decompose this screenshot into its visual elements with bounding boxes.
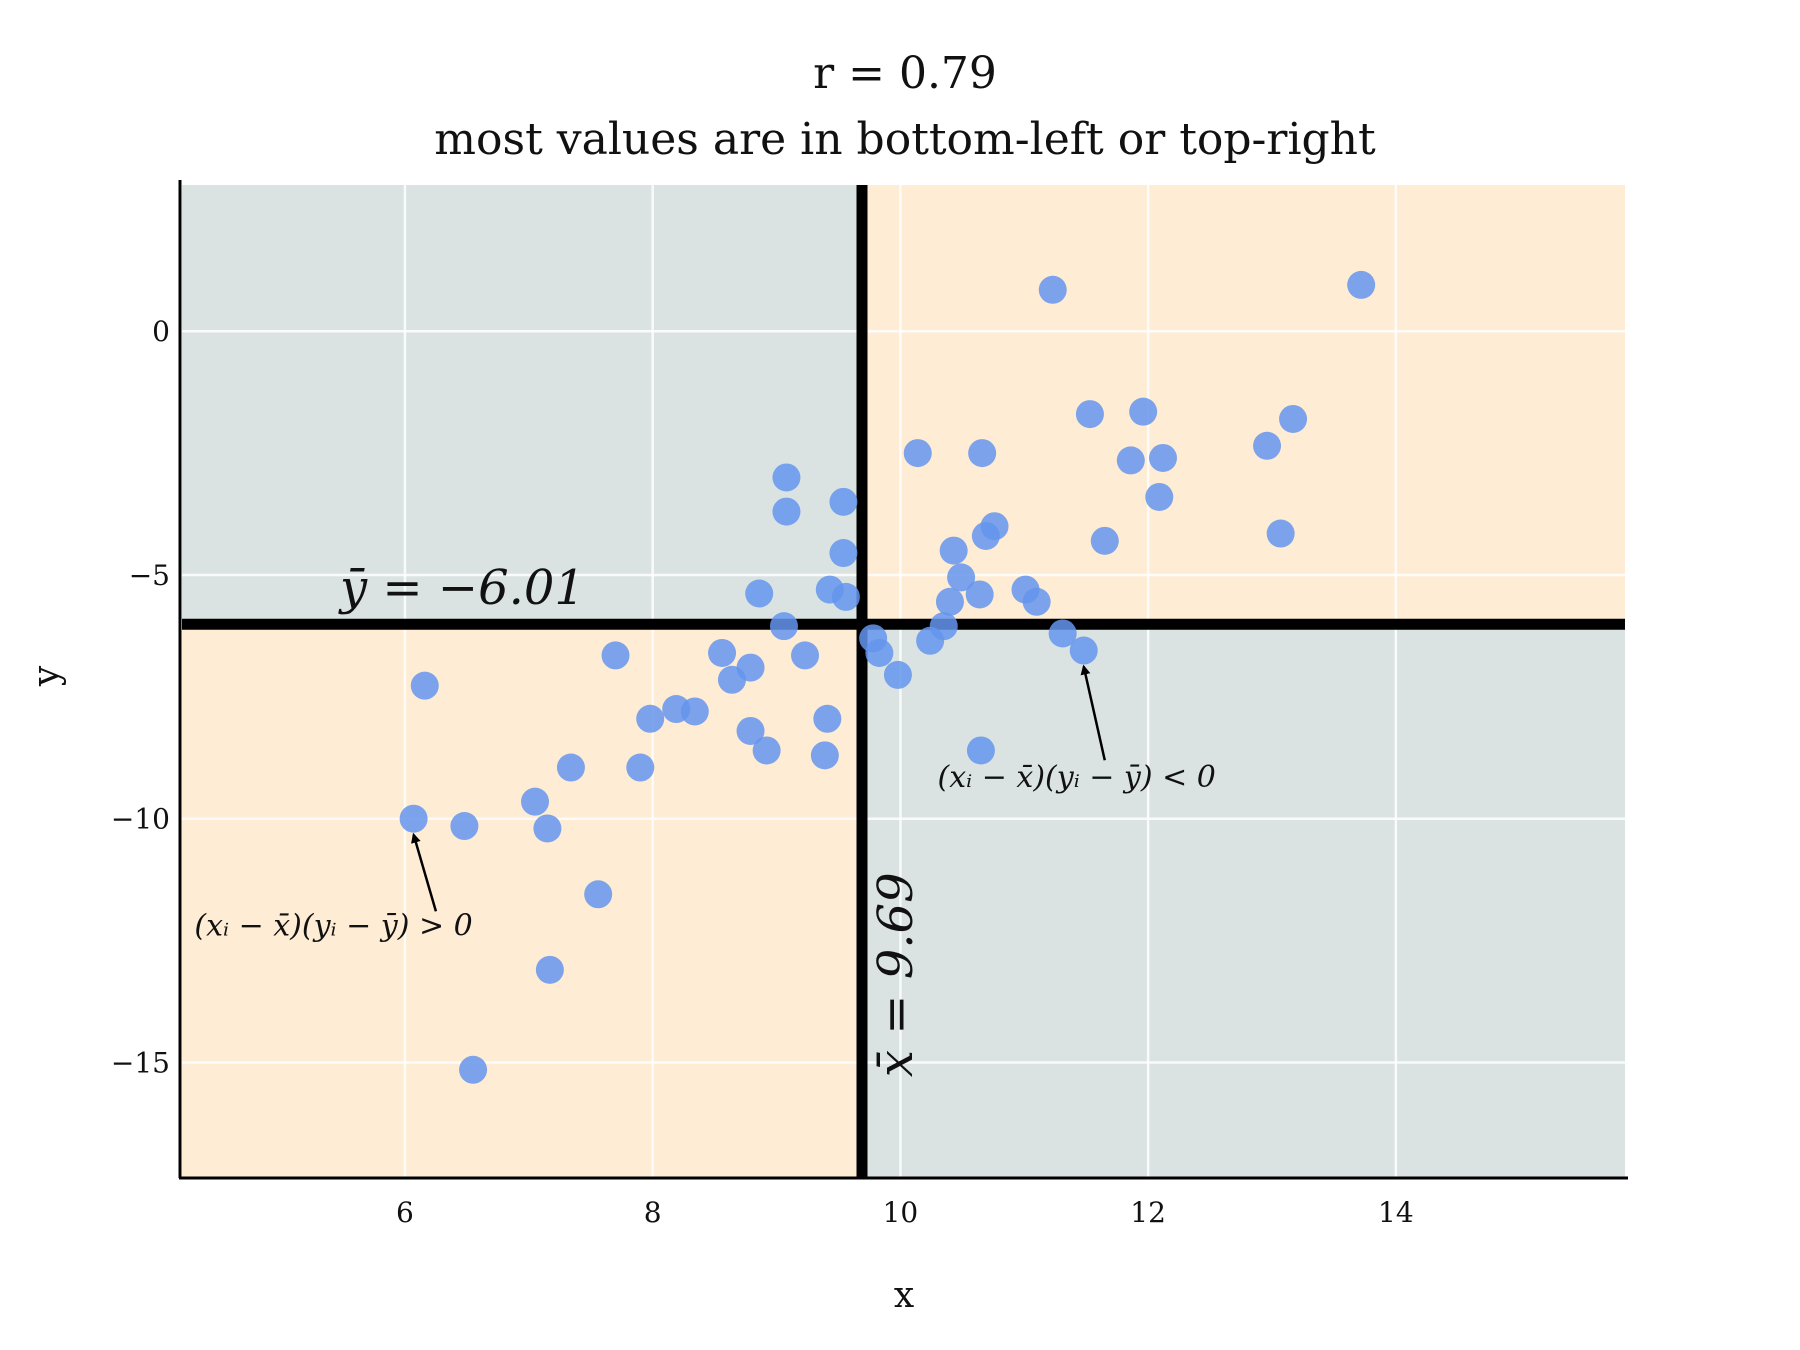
data-point bbox=[829, 539, 858, 568]
data-point bbox=[556, 753, 585, 782]
data-point bbox=[736, 716, 765, 745]
x-tick-label: 12 bbox=[1130, 1196, 1166, 1229]
data-point bbox=[680, 697, 709, 726]
data-point bbox=[752, 736, 781, 765]
annotation-arrow bbox=[411, 832, 438, 912]
x-tick-label: 8 bbox=[644, 1196, 662, 1229]
x-axis-label: x bbox=[894, 1275, 914, 1316]
grid-lines bbox=[182, 185, 1625, 1177]
x-tick-label: 14 bbox=[1378, 1196, 1414, 1229]
mean-x-label: x̄ = 9.69 bbox=[868, 872, 924, 1077]
data-point bbox=[521, 787, 550, 816]
x-tick-label: 10 bbox=[883, 1196, 919, 1229]
data-point bbox=[1266, 519, 1295, 548]
data-point bbox=[584, 880, 613, 909]
data-point bbox=[533, 814, 562, 843]
data-point bbox=[903, 439, 932, 468]
data-point bbox=[968, 439, 997, 468]
data-point bbox=[745, 579, 774, 608]
annotation-text: (xᵢ − x̄)(yᵢ − ȳ) > 0 bbox=[194, 909, 472, 944]
y-tick-label: −15 bbox=[111, 1046, 170, 1079]
data-point bbox=[1038, 275, 1067, 304]
data-point bbox=[459, 1055, 488, 1084]
data-point bbox=[965, 580, 994, 609]
data-point bbox=[1148, 443, 1177, 472]
annotation-arrow bbox=[1080, 664, 1106, 761]
data-points bbox=[399, 270, 1376, 1084]
y-axis-label: y bbox=[26, 665, 67, 687]
data-point bbox=[1075, 400, 1104, 429]
data-point bbox=[1022, 587, 1051, 616]
data-point bbox=[1279, 404, 1308, 433]
data-point bbox=[769, 612, 798, 641]
data-point bbox=[1347, 270, 1376, 299]
quadrant-top-left bbox=[182, 185, 863, 625]
y-tick-label: −10 bbox=[111, 803, 170, 836]
data-point bbox=[810, 741, 839, 770]
data-point bbox=[1069, 636, 1098, 665]
data-point bbox=[410, 671, 439, 700]
data-point bbox=[939, 536, 968, 565]
data-point bbox=[831, 582, 860, 611]
mean-y-label: ȳ = −6.01 bbox=[338, 560, 585, 616]
data-point bbox=[966, 736, 995, 765]
y-tick-label: 0 bbox=[152, 315, 170, 348]
quadrant-bottom-right bbox=[862, 624, 1625, 1177]
data-point bbox=[736, 653, 765, 682]
quadrant-top-right bbox=[862, 185, 1625, 625]
data-point bbox=[772, 463, 801, 492]
quadrant-backgrounds bbox=[182, 185, 1625, 1177]
data-point bbox=[1129, 397, 1158, 426]
data-point bbox=[1253, 431, 1282, 460]
data-point bbox=[829, 487, 858, 516]
chart-subtitle: most values are in bottom-left or top-ri… bbox=[434, 114, 1376, 165]
data-point bbox=[1145, 482, 1174, 511]
data-point bbox=[929, 612, 958, 641]
data-point bbox=[601, 641, 630, 670]
data-point bbox=[883, 660, 912, 689]
data-point bbox=[1048, 619, 1077, 648]
x-tick-label: 6 bbox=[396, 1196, 414, 1229]
data-point bbox=[708, 638, 737, 667]
annotations: (xᵢ − x̄)(yᵢ − ȳ) > 0 (xᵢ − x̄)(yᵢ − ȳ) <… bbox=[194, 664, 1216, 944]
quadrant-bottom-left bbox=[182, 624, 863, 1177]
data-point bbox=[535, 955, 564, 984]
mean-lines bbox=[182, 185, 1625, 1177]
data-point bbox=[450, 812, 479, 841]
data-point bbox=[399, 804, 428, 833]
data-point bbox=[626, 753, 655, 782]
chart-title: r = 0.79 bbox=[813, 48, 997, 99]
data-point bbox=[865, 638, 894, 667]
axes: 6 8 10 12 14 0 −5 −10 −15 bbox=[111, 180, 1628, 1229]
data-point bbox=[791, 641, 820, 670]
data-point bbox=[980, 512, 1009, 541]
data-point bbox=[935, 587, 964, 616]
annotation-text: (xᵢ − x̄)(yᵢ − ȳ) < 0 bbox=[938, 760, 1216, 795]
y-tick-label: −5 bbox=[129, 559, 170, 592]
data-point bbox=[1116, 446, 1145, 475]
data-point bbox=[636, 704, 665, 733]
data-point bbox=[947, 563, 976, 592]
data-point bbox=[1090, 526, 1119, 555]
data-point bbox=[772, 497, 801, 526]
data-point bbox=[813, 704, 842, 733]
